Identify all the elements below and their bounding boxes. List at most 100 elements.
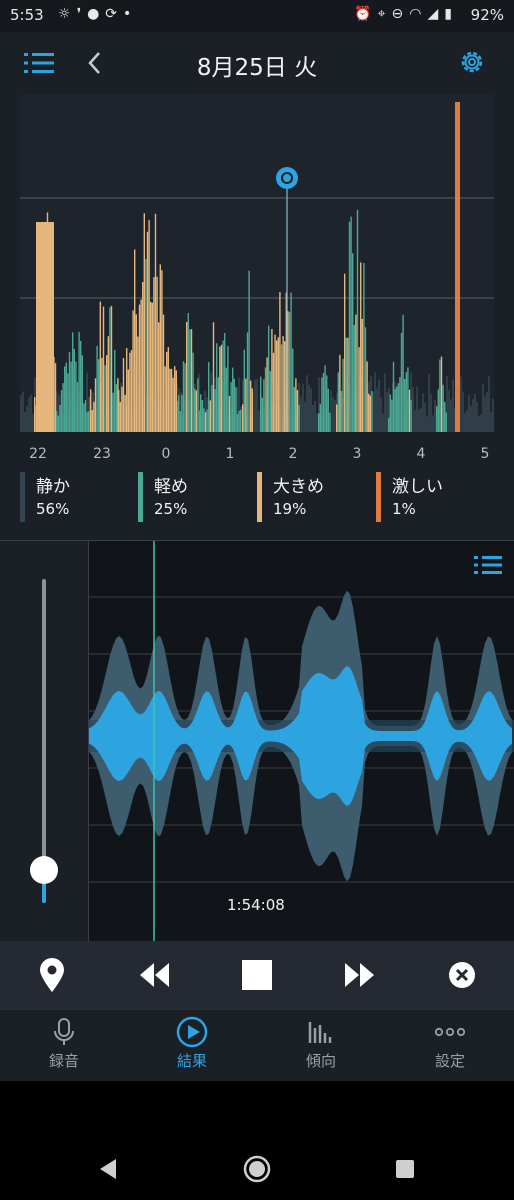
light-bar	[181, 394, 183, 432]
light-bar	[81, 355, 83, 432]
light-bar	[340, 391, 343, 432]
stop-button[interactable]	[227, 941, 287, 1009]
quiet-bar	[472, 398, 474, 432]
fast-forward-button[interactable]	[330, 941, 390, 1009]
tab-results[interactable]: 結果	[142, 1016, 242, 1076]
playback-controls	[0, 941, 514, 1009]
light-bar	[261, 397, 263, 432]
volume-slider-track[interactable]	[42, 579, 46, 903]
bottom-tab-bar: 録音 結果 傾向 設定	[0, 1009, 514, 1081]
light-bar	[59, 404, 61, 432]
quiet-bar	[314, 400, 316, 432]
loud-bar	[156, 276, 158, 432]
legend-label: 静か	[36, 477, 70, 497]
x-tick-label: 2	[288, 446, 298, 462]
loud-bar	[110, 305, 113, 432]
volume-slider-fill	[42, 871, 46, 903]
quiet-bar	[300, 396, 302, 432]
gear-icon[interactable]	[458, 48, 486, 76]
loud-bar	[279, 292, 281, 432]
loud-bar	[167, 347, 169, 432]
loud-bar	[209, 400, 211, 432]
loud-bar	[277, 337, 279, 432]
light-bar	[352, 253, 354, 432]
light-bar	[232, 367, 234, 432]
dnd-icon: ⊖	[391, 6, 410, 22]
waveform-canvas[interactable]	[89, 541, 514, 941]
loud-bar	[369, 395, 371, 432]
quiet-bar	[480, 414, 482, 432]
legend-swatch	[20, 472, 25, 522]
tab-trends[interactable]: 傾向	[271, 1016, 371, 1076]
rewind-button[interactable]	[124, 941, 184, 1009]
volume-slider-knob[interactable]	[30, 856, 58, 884]
pin-button[interactable]	[22, 941, 82, 1009]
loud-bar	[339, 354, 341, 432]
quiet-bar	[304, 401, 306, 432]
light-bar	[225, 367, 227, 432]
list-icon[interactable]	[474, 555, 502, 575]
x-tick-label: 0	[161, 446, 171, 462]
loud-bar	[150, 301, 152, 432]
loud-bar	[282, 336, 284, 432]
loud-bar	[274, 334, 276, 432]
light-bar	[321, 377, 323, 432]
back-chevron-icon[interactable]	[84, 50, 106, 76]
quiet-bar	[452, 379, 454, 432]
loud-bar	[251, 388, 253, 432]
menu-list-icon[interactable]	[24, 52, 54, 74]
close-circle-icon	[449, 962, 475, 988]
quiet-bar	[416, 386, 418, 432]
tab-settings[interactable]: 設定	[400, 1016, 500, 1076]
tab-label: 設定	[434, 1052, 465, 1070]
loud-bar	[140, 299, 142, 432]
light-bar	[298, 404, 300, 432]
light-bar	[201, 400, 203, 432]
sleep-sound-chart[interactable]: 22 23 0 1 2 3 4 5 静か 56% 軽め 25% 大きめ 19% 激しい 1%	[0, 94, 514, 540]
tab-record[interactable]: 録音	[14, 1016, 114, 1076]
loud-bar	[195, 390, 197, 432]
loud-bar	[360, 262, 362, 432]
nav-back-icon[interactable]	[98, 1158, 118, 1180]
light-bar	[184, 363, 186, 432]
nav-recents-icon[interactable]	[396, 1160, 414, 1178]
loud-bar	[54, 363, 57, 432]
x-tick-label: 1	[225, 446, 235, 462]
light-bar	[400, 332, 403, 432]
light-bar	[240, 409, 242, 432]
waveform-signal	[89, 666, 512, 806]
legend-value: 25%	[154, 500, 188, 518]
light-bar	[327, 388, 329, 432]
loud-bar	[169, 368, 171, 432]
quiet-bar	[198, 373, 200, 432]
wifi-icon: ◠	[409, 6, 428, 22]
quiet-bar	[316, 413, 318, 432]
status-icons-left: ☼❜●⟳•	[58, 6, 137, 22]
pin-icon	[40, 958, 64, 992]
light-bar	[112, 392, 114, 432]
quiet-bar	[258, 410, 260, 432]
light-bar	[322, 372, 325, 432]
quiet-bar	[484, 396, 486, 432]
close-button[interactable]	[432, 941, 492, 1009]
loud-bar	[119, 402, 121, 432]
loud-bar	[287, 311, 289, 432]
quiet-bar	[434, 399, 436, 432]
location-icon: ⌖	[377, 6, 392, 22]
loud-bar	[159, 264, 161, 432]
legend-label: 大きめ	[273, 477, 324, 497]
light-bar	[67, 373, 69, 432]
quiet-bar	[22, 391, 24, 432]
quiet-bar	[26, 406, 28, 432]
light-bar	[75, 361, 77, 432]
waveform-panel[interactable]: 1:54:08	[89, 541, 514, 941]
chart-canvas[interactable]	[0, 94, 514, 444]
loud-bar	[212, 322, 215, 432]
loud-bar	[102, 306, 105, 432]
loud-bar	[284, 341, 286, 432]
quiet-bar	[386, 392, 388, 432]
nav-home-icon[interactable]	[243, 1155, 271, 1183]
light-bar	[230, 382, 232, 432]
quiet-bar	[464, 413, 466, 432]
loud-bar	[137, 336, 139, 432]
